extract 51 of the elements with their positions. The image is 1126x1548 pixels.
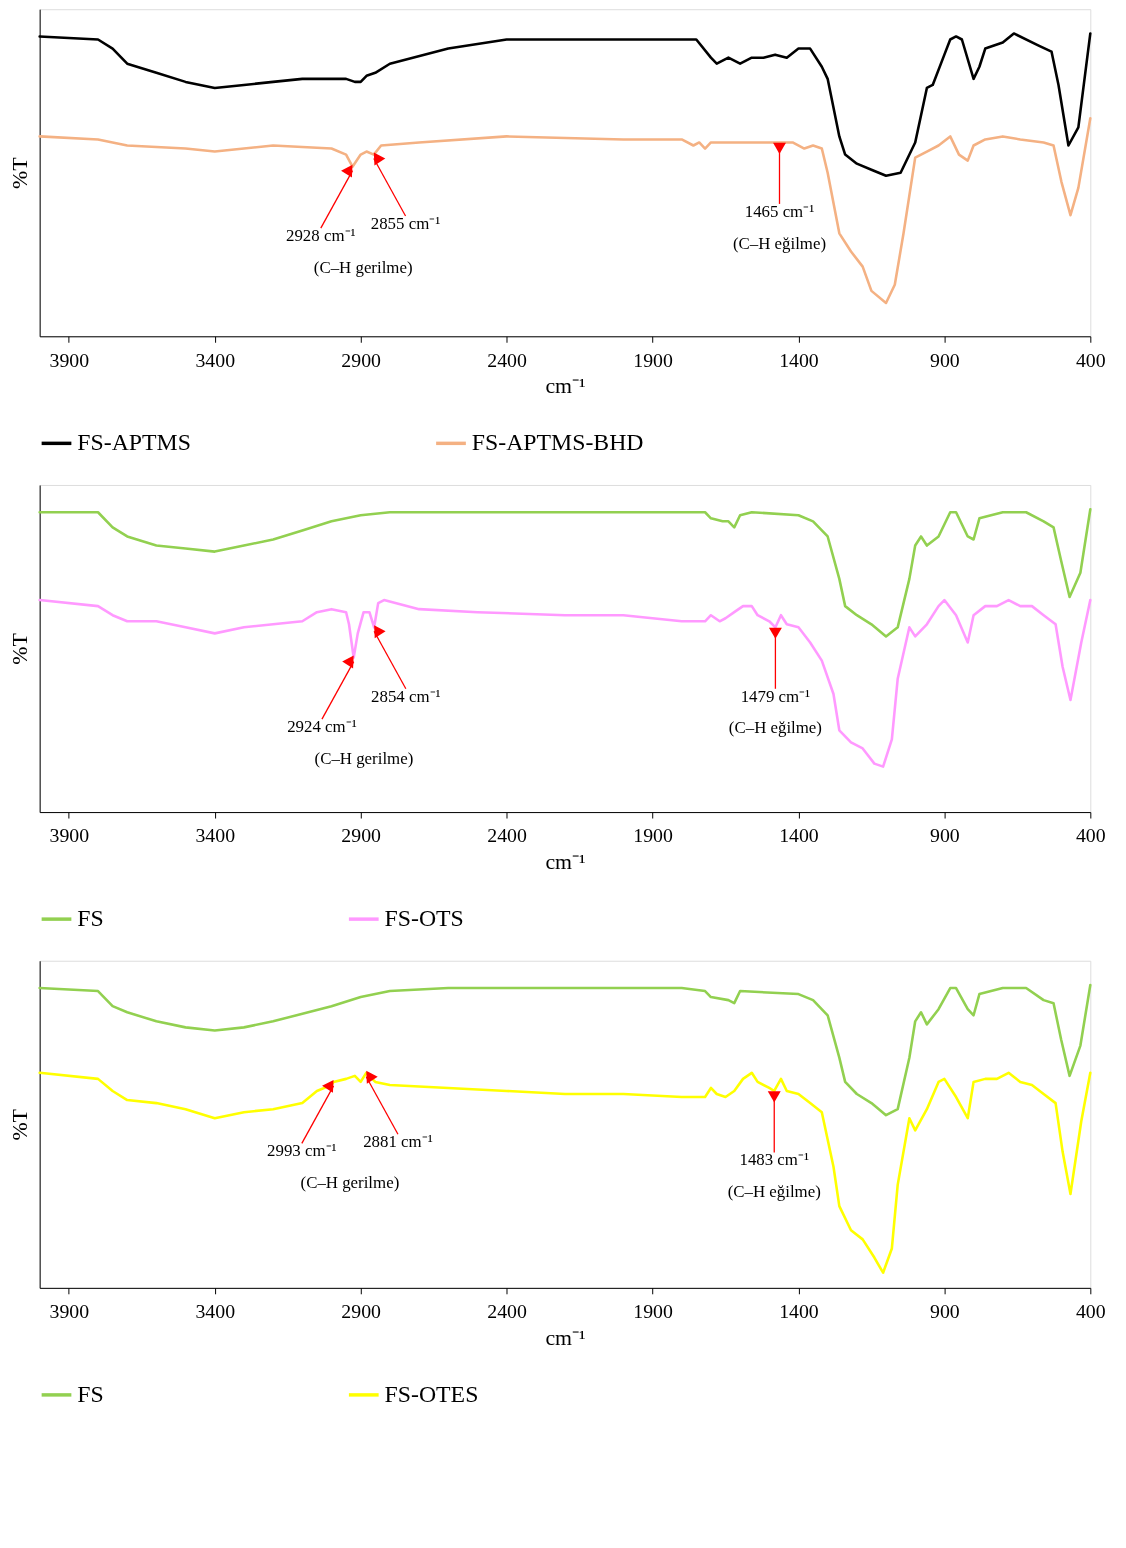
- annotation: 1465 cm⁻¹: [744, 201, 815, 221]
- x-tick-label: 400: [1075, 1300, 1106, 1323]
- x-tick-label: 1900: [633, 824, 673, 847]
- legend-label: FS-APTMS: [77, 429, 191, 456]
- x-tick-label: 1900: [633, 348, 673, 371]
- x-tick-label: 3900: [49, 348, 90, 371]
- legend-label: FS: [77, 905, 104, 932]
- annotation: (C–H gerilme): [314, 748, 414, 768]
- legend-label: FS-APTMS-BHD: [471, 429, 644, 456]
- annotation: 2855 cm⁻¹: [370, 213, 441, 233]
- x-tick-label: 400: [1075, 824, 1106, 847]
- x-tick-label: 1400: [779, 348, 819, 371]
- x-tick-label: 2900: [341, 824, 382, 847]
- x-axis-title: cm⁻¹: [545, 850, 586, 875]
- x-tick-label: 2900: [341, 1300, 382, 1323]
- x-tick-label: 900: [930, 348, 960, 371]
- annotation: 2854 cm⁻¹: [371, 686, 441, 706]
- x-tick-label: 2400: [487, 824, 528, 847]
- annotation: (C–H gerilme): [313, 257, 413, 277]
- x-tick-label: 1900: [633, 1300, 673, 1323]
- annotation: (C–H eğilme): [732, 233, 827, 253]
- annotation: (C–H eğilme): [728, 718, 822, 738]
- x-tick-label: 900: [930, 1300, 960, 1323]
- x-tick-label: 2400: [487, 1300, 528, 1323]
- x-tick-label: 400: [1075, 348, 1106, 371]
- y-axis-title: %T: [8, 157, 33, 189]
- x-tick-label: 3900: [49, 1300, 90, 1323]
- x-tick-label: 3900: [49, 824, 90, 847]
- annotation: 1479 cm⁻¹: [740, 686, 811, 706]
- x-tick-label: 3400: [195, 824, 236, 847]
- x-tick-label: 1400: [779, 1300, 819, 1323]
- annotation: 1483 cm⁻¹: [739, 1150, 810, 1170]
- x-tick-label: 900: [930, 824, 960, 847]
- x-tick-label: 3400: [195, 1300, 236, 1323]
- legend-label: FS-OTES: [384, 1380, 479, 1407]
- x-tick-label: 3400: [195, 348, 236, 371]
- x-tick-label: 2400: [487, 348, 528, 371]
- annotation: 2993 cm⁻¹: [267, 1141, 337, 1161]
- x-tick-label: 1400: [779, 824, 819, 847]
- x-axis-title: cm⁻¹: [545, 374, 586, 399]
- annotation: 2928 cm⁻¹: [286, 226, 356, 246]
- annotation: 2924 cm⁻¹: [287, 716, 357, 736]
- y-axis-title: %T: [8, 1109, 33, 1141]
- annotation: 2881 cm⁻¹: [363, 1132, 433, 1152]
- x-tick-label: 2900: [341, 348, 382, 371]
- x-axis-title: cm⁻¹: [545, 1325, 586, 1350]
- y-axis-title: %T: [8, 633, 33, 665]
- annotation: (C–H eğilme): [727, 1182, 821, 1202]
- annotation: (C–H gerilme): [300, 1172, 400, 1192]
- legend-label: FS: [77, 1380, 104, 1407]
- legend-label: FS-OTS: [384, 905, 464, 932]
